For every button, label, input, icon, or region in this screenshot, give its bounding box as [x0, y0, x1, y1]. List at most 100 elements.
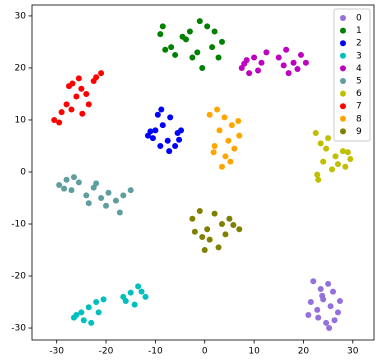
- point: [127, 187, 134, 194]
- point: [251, 54, 258, 61]
- x-tick-label: 10: [248, 347, 260, 357]
- point: [290, 59, 297, 66]
- point: [236, 226, 243, 233]
- point: [127, 289, 134, 296]
- point: [255, 67, 262, 74]
- point: [219, 220, 225, 227]
- legend-label: 6: [356, 89, 362, 99]
- point: [225, 137, 232, 144]
- point: [105, 189, 112, 196]
- point: [88, 319, 95, 326]
- point: [158, 106, 165, 113]
- legend-box: [333, 8, 371, 142]
- point: [216, 127, 223, 134]
- point: [63, 101, 70, 108]
- point: [241, 60, 248, 67]
- point: [199, 64, 206, 71]
- point: [312, 129, 319, 136]
- point: [172, 51, 179, 58]
- point: [83, 192, 90, 199]
- point: [167, 114, 174, 121]
- point: [196, 18, 203, 25]
- point: [68, 187, 75, 194]
- point: [344, 149, 351, 156]
- point: [116, 209, 123, 216]
- y-tick-label: -10: [11, 219, 26, 229]
- point: [80, 317, 87, 324]
- point: [159, 122, 166, 129]
- point: [56, 119, 63, 126]
- point: [196, 207, 203, 214]
- point: [98, 194, 105, 201]
- point: [135, 283, 142, 290]
- point: [61, 185, 68, 192]
- point: [206, 111, 213, 118]
- point: [215, 244, 222, 251]
- legend-marker: [340, 115, 346, 122]
- x-tick-label: 30: [347, 347, 359, 357]
- point: [93, 180, 100, 187]
- point: [63, 176, 70, 183]
- point: [194, 49, 201, 56]
- legend-label: 7: [356, 102, 362, 112]
- point: [204, 226, 211, 233]
- point: [75, 75, 82, 82]
- point: [204, 23, 211, 30]
- point: [227, 158, 234, 165]
- point: [100, 296, 107, 303]
- point: [103, 202, 110, 209]
- point: [83, 90, 90, 97]
- point: [131, 301, 138, 308]
- point: [215, 54, 222, 61]
- point: [323, 145, 330, 152]
- point: [317, 286, 324, 293]
- x-tick-label: -20: [99, 347, 114, 357]
- point: [310, 278, 317, 285]
- legend-marker: [340, 52, 346, 59]
- point: [305, 312, 312, 319]
- legend-marker: [340, 27, 346, 34]
- point: [85, 200, 92, 207]
- point: [258, 59, 265, 66]
- point: [219, 163, 225, 170]
- point: [211, 28, 218, 35]
- point: [339, 148, 346, 155]
- y-tick-label: -20: [11, 272, 26, 282]
- point: [209, 44, 216, 51]
- legend-marker: [340, 65, 346, 72]
- point: [222, 231, 229, 238]
- legend-label: 0: [356, 14, 362, 24]
- legend-label: 4: [356, 64, 362, 74]
- y-tick-label: 0: [20, 167, 26, 177]
- point: [172, 142, 179, 149]
- point: [228, 122, 235, 129]
- point: [199, 234, 206, 241]
- point: [73, 312, 80, 319]
- point: [226, 215, 233, 222]
- point: [168, 44, 175, 51]
- legend-marker: [340, 128, 346, 135]
- point: [263, 49, 270, 56]
- point: [98, 70, 105, 77]
- point: [317, 140, 324, 147]
- point: [191, 228, 198, 235]
- point: [206, 236, 213, 243]
- point: [325, 280, 332, 287]
- point: [214, 106, 221, 113]
- point: [51, 116, 58, 123]
- legend-label: 2: [356, 39, 362, 49]
- y-tick-label: 30: [15, 11, 27, 21]
- plot-frame: [31, 4, 375, 341]
- point: [283, 46, 290, 53]
- point: [326, 325, 333, 332]
- point: [182, 36, 189, 43]
- legend-marker: [340, 15, 346, 21]
- point: [73, 93, 80, 100]
- legend-label: 8: [356, 114, 362, 124]
- point: [142, 293, 149, 300]
- x-tick-label: 0: [202, 347, 208, 357]
- point: [219, 38, 225, 45]
- point: [330, 288, 337, 295]
- point: [329, 166, 336, 173]
- point: [164, 137, 171, 144]
